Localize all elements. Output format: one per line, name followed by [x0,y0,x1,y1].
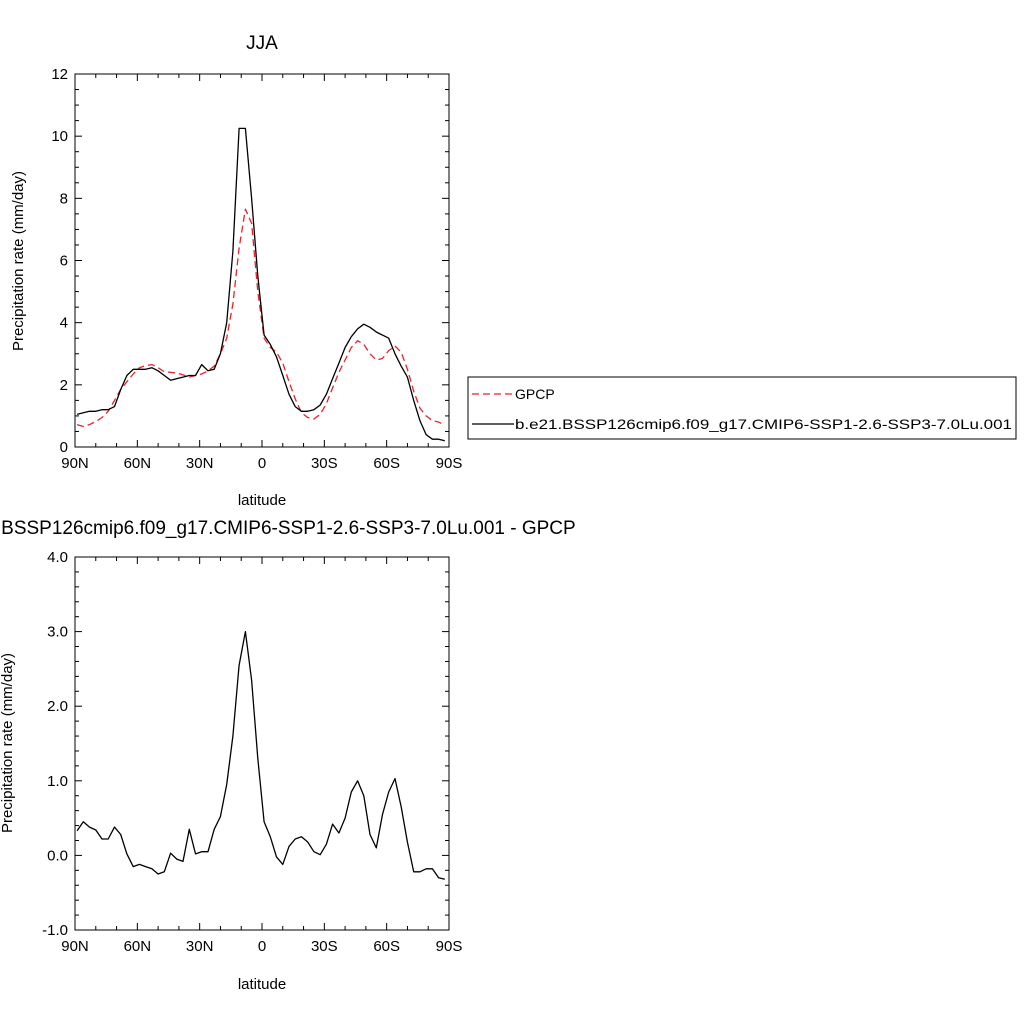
panel-top: JJA 90N 60N 30N 0 30S 60S 90S 0 2 4 6 8 10 12 latitu… [10,33,462,509]
x-tick-label: 30N [186,455,214,472]
legend-box [467,376,1017,440]
y-tick-label: 10 [51,128,68,145]
legend-label-gpcp: GPCP [515,386,555,402]
x-tick-label: 90S [436,938,463,955]
y-tick-label: 8 [60,190,68,207]
chart-title: b.e21.BSSP126cmip6.f09_g17.CMIP6-SSP1-2.… [0,518,576,539]
x-tick-label: 30N [186,938,214,955]
x-tick-label: 90N [61,455,89,472]
y-tick-label: 4 [60,315,68,332]
y-tick-label: 2.0 [47,698,68,715]
x-tick-labels: 90N 60N 30N 0 30S 60S 90S [61,938,462,955]
y-tick-label: 6 [60,253,68,270]
panel-bottom: b.e21.BSSP126cmip6.f09_g17.CMIP6-SSP1-2.… [0,518,576,993]
x-tick-label: 0 [258,455,266,472]
x-tick-label: 60S [373,938,400,955]
y-tick-label: 1.0 [47,773,68,790]
y-tick-labels: 0 2 4 6 8 10 12 [51,66,68,456]
series-line-0 [76,630,445,880]
x-tick-labels: 90N 60N 30N 0 30S 60S 90S [61,455,462,472]
y-tick-label: 2 [60,377,68,394]
x-tick-label: 60N [124,938,152,955]
x-axis-label: latitude [238,976,286,993]
x-tick-label: 0 [258,938,266,955]
legend-label-model: b.e21.BSSP126cmip6.f09_g17.CMIP6-SSP1-2.… [515,416,1012,432]
tick-marks [74,556,450,931]
y-axis-label: Precipitation rate (mm/day) [10,171,27,351]
series-lines [76,127,446,442]
series-line-0 [76,208,446,428]
chart-title: JJA [246,33,278,54]
series-line-1 [76,127,445,442]
y-tick-label: 12 [51,66,68,83]
legend: GPCP b.e21.BSSP126cmip6.f09_g17.CMIP6-SS… [467,376,1017,440]
series-lines [76,630,445,880]
x-tick-label: 60S [373,455,400,472]
y-tick-labels: -1.0 0.0 1.0 2.0 3.0 4.0 [42,549,68,939]
plot-frame [74,73,450,448]
tick-marks [74,73,450,448]
y-tick-label: 0 [60,439,68,456]
y-tick-label: -1.0 [42,922,68,939]
x-tick-label: 60N [124,455,152,472]
x-tick-label: 30S [311,938,338,955]
y-axis-label: Precipitation rate (mm/day) [0,653,16,833]
plot-frame [74,556,450,931]
x-tick-label: 90N [61,938,89,955]
x-tick-label: 30S [311,455,338,472]
x-axis-label: latitude [238,492,286,509]
x-tick-label: 90S [436,455,463,472]
y-tick-label: 3.0 [47,624,68,641]
y-tick-label: 4.0 [47,549,68,566]
y-tick-label: 0.0 [47,847,68,864]
